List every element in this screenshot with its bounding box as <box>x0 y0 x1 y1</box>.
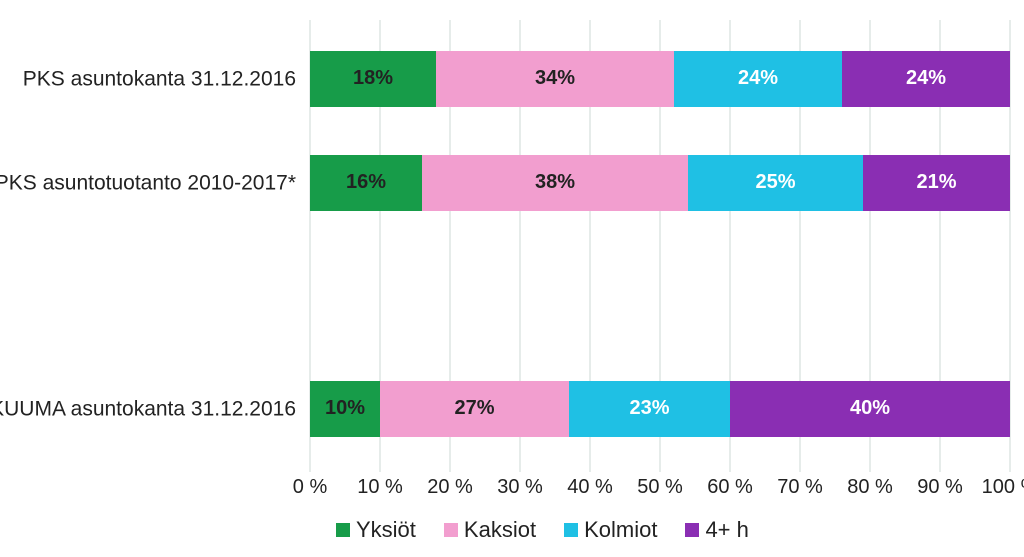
x-tick-label: 80 % <box>847 472 893 499</box>
legend-item: Yksiöt <box>336 517 416 543</box>
plot-area: 0 %10 %20 %30 %40 %50 %60 %70 %80 %90 %1… <box>310 20 1010 472</box>
x-tick-label: 70 % <box>777 472 823 499</box>
category-label: PKS asuntotuotanto 2010-2017* <box>0 171 310 194</box>
bar-segment: 18% <box>310 51 436 107</box>
legend-label: Kolmiot <box>584 517 657 543</box>
legend-label: 4+ h <box>705 517 748 543</box>
bar-segment: 40% <box>730 381 1010 437</box>
x-tick-label: 40 % <box>567 472 613 499</box>
legend-swatch <box>336 523 350 537</box>
category-label: KUUMA asuntokanta 31.12.2016 <box>0 397 310 420</box>
bar-row: PKS asuntokanta 31.12.201618%34%24%24% <box>310 51 1010 107</box>
bar-segment: 27% <box>380 381 569 437</box>
bar-segment: 24% <box>842 51 1010 107</box>
bar-segment: 23% <box>569 381 730 437</box>
legend-swatch <box>685 523 699 537</box>
bar-segment: 21% <box>863 155 1010 211</box>
legend-item: 4+ h <box>685 517 748 543</box>
bar-row: KUUMA asuntokanta 31.12.201610%27%23%40% <box>310 381 1010 437</box>
bar-row: PKS asuntotuotanto 2010-2017*16%38%25%21… <box>310 155 1010 211</box>
x-tick-label: 100 % <box>982 472 1024 499</box>
legend-swatch <box>444 523 458 537</box>
legend-label: Kaksiot <box>464 517 536 543</box>
bar-segment: 25% <box>688 155 863 211</box>
legend-item: Kolmiot <box>564 517 657 543</box>
legend-swatch <box>564 523 578 537</box>
bar-segment: 34% <box>436 51 674 107</box>
x-tick-label: 60 % <box>707 472 753 499</box>
x-tick-label: 0 % <box>293 472 327 499</box>
x-tick-label: 50 % <box>637 472 683 499</box>
x-tick-label: 20 % <box>427 472 473 499</box>
legend-label: Yksiöt <box>356 517 416 543</box>
x-tick-label: 30 % <box>497 472 543 499</box>
bar-segment: 16% <box>310 155 422 211</box>
x-tick-label: 10 % <box>357 472 403 499</box>
bar-segment: 10% <box>310 381 380 437</box>
legend-item: Kaksiot <box>444 517 536 543</box>
bar-segment: 38% <box>422 155 688 211</box>
bar-segment: 24% <box>674 51 842 107</box>
x-tick-label: 90 % <box>917 472 963 499</box>
legend: Yksiöt Kaksiot Kolmiot 4+ h <box>336 517 749 543</box>
category-label: PKS asuntokanta 31.12.2016 <box>23 67 310 90</box>
chart-wrap: 0 % 10 % 20 % 30 % 40 % 50 % 60 % 70 % 80 % 90 % 1… <box>0 0 1024 557</box>
